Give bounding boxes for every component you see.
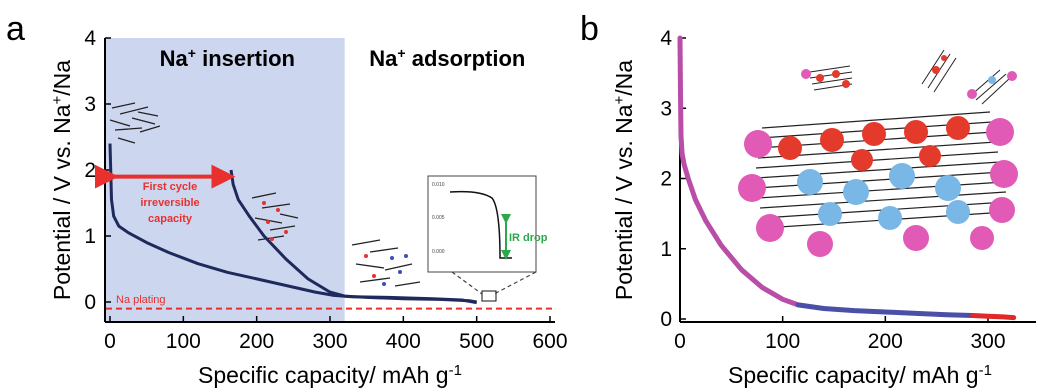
panel-b-letter: b: [580, 10, 599, 48]
na-plating-label: Na plating: [116, 294, 166, 306]
adsorbed-carbon-sketch: [351, 239, 421, 287]
ir-drop-label: IR drop: [509, 232, 548, 244]
region-label-adsorption: Na+ adsorption: [369, 45, 525, 71]
a-x-tick-label: 200: [239, 330, 274, 353]
panel-a-letter: a: [6, 10, 25, 48]
inset-tick-1: 0.010: [432, 182, 445, 188]
a-x-axis-title: Specific capacity/ mAh g-1: [198, 362, 462, 389]
b-y-axis-title: Potential / V vs. Na+/Na: [611, 60, 638, 300]
inset-tick-2: 0.005: [432, 215, 445, 221]
b-y-tick-label: 4: [660, 27, 672, 50]
a-y-tick-label: 4: [84, 27, 96, 50]
irreversible-capacity-text: First cycle: [143, 181, 197, 193]
b-y-tick-label: 3: [660, 97, 672, 120]
b-curve-segment-1: [677, 35, 801, 308]
a-y-tick-label: 0: [84, 291, 96, 314]
b-x-tick-label: 100: [765, 330, 800, 353]
b-y-tick-label: 2: [660, 168, 672, 191]
b-curve-segment-3: [970, 313, 1017, 321]
b-x-tick-label: 300: [970, 330, 1005, 353]
a-y-tick-label: 1: [84, 225, 96, 248]
panel-b: b 0 100 200 300 0 1 2 3 4 Potential / V vs. Na+/…: [580, 10, 1036, 388]
region-label-insertion: Na+ insertion: [160, 45, 295, 71]
disordered-carbon-sketch: [109, 102, 161, 144]
a-y-axis-title: Potential / V vs. Na+/Na: [49, 60, 76, 300]
panel-a: a Na+ insertion Na+ adsorption 0 100 200 300…: [6, 10, 568, 388]
inset-plot: 0.010 0.005 0.000 IR drop: [427, 175, 548, 302]
sodium-storage-illustration: [738, 49, 1018, 257]
a-x-tick-label: 0: [104, 330, 116, 353]
a-x-tick-label: 300: [312, 330, 347, 353]
a-curve-2: [229, 169, 477, 304]
inset-tick-3: 0.000: [432, 249, 445, 255]
intercalated-carbon-sketch: [251, 192, 299, 241]
b-y-tick-label: 1: [660, 238, 672, 261]
b-curve-segment-2: [795, 302, 976, 318]
a-x-tick-label: 500: [459, 330, 494, 353]
irreversible-capacity-text: irreversible: [140, 197, 199, 209]
b-x-axis-title: Specific capacity/ mAh g-1: [728, 362, 992, 389]
a-y-tick-label: 3: [84, 93, 96, 116]
a-y-tick-label: 2: [84, 159, 96, 182]
b-x-tick-label: 0: [674, 330, 686, 353]
a-x-tick-label: 600: [532, 330, 567, 353]
b-x-tick-label: 200: [868, 330, 903, 353]
a-x-tick-label: 100: [166, 330, 201, 353]
a-x-tick-label: 400: [386, 330, 421, 353]
irreversible-capacity-text: capacity: [148, 213, 193, 225]
b-y-tick-label: 0: [660, 308, 672, 331]
